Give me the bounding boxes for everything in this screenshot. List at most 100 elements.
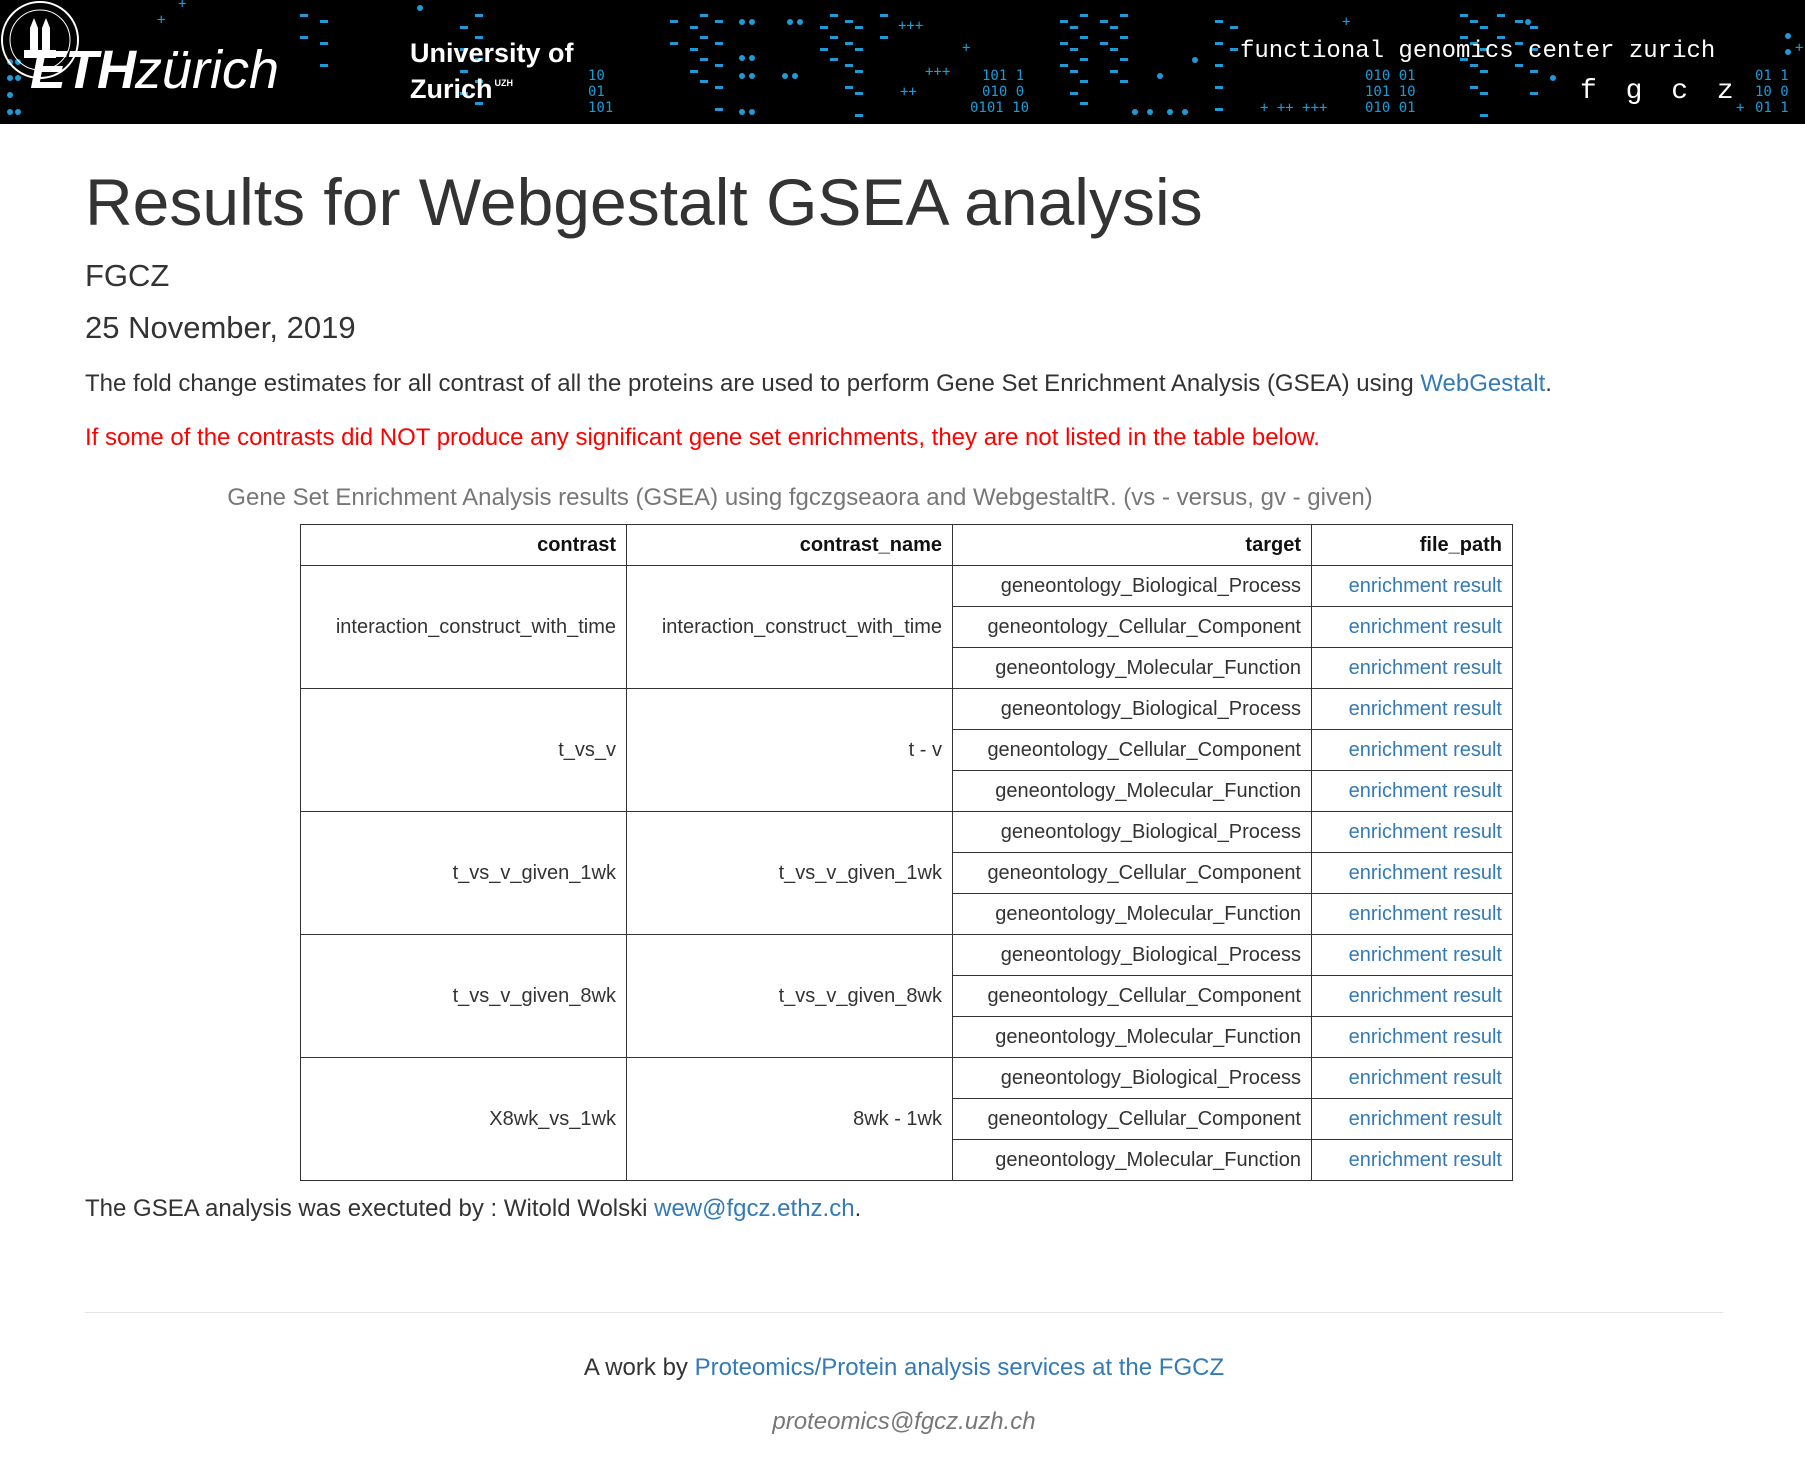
table-row: t_vs_v_given_8wk t_vs_v_given_8wk geneon…: [300, 934, 1513, 1058]
uzh-logo-text[interactable]: University of Zurich UZH: [410, 38, 574, 104]
enrichment-result-link[interactable]: enrichment result: [1311, 1016, 1513, 1058]
svg-text:+: +: [1736, 100, 1744, 116]
header-banner: 10 01 101 101 1 010 0 0101 10 010 01 101 10 010 …: [0, 0, 1805, 124]
contrast-name-cell: t - v: [626, 688, 953, 812]
svg-text:010 01: 010 01: [1365, 100, 1416, 116]
target-cell: geneontology_Cellular_Component: [952, 606, 1312, 648]
target-cell: geneontology_Biological_Process: [952, 565, 1312, 607]
enrichment-result-link[interactable]: enrichment result: [1311, 852, 1513, 894]
svg-text:+++: +++: [898, 18, 923, 34]
target-cell: geneontology_Cellular_Component: [952, 852, 1312, 894]
contrast-name-cell: interaction_construct_with_time: [626, 565, 953, 689]
target-cell: geneontology_Biological_Process: [952, 1057, 1312, 1099]
table-row: interaction_construct_with_time interact…: [300, 565, 1513, 689]
executed-by-after: .: [854, 1195, 862, 1222]
enrichment-result-link[interactable]: enrichment result: [1311, 688, 1513, 730]
target-cell: geneontology_Biological_Process: [952, 934, 1312, 976]
enrichment-result-link[interactable]: enrichment result: [1311, 1057, 1513, 1099]
table-header-row: contrast contrast_name target file_path: [300, 524, 1513, 566]
column-header-file-path: file_path: [1311, 524, 1513, 566]
enrichment-result-link[interactable]: enrichment result: [1311, 811, 1513, 853]
column-header-contrast-name: contrast_name: [626, 524, 953, 566]
svg-text:01: 01: [588, 84, 605, 100]
table-row: geneontology_Molecular_Function enrichme…: [301, 1016, 1513, 1058]
table-row: t_vs_v t - v geneontology_Biological_Pro…: [300, 688, 1513, 812]
author: FGCZ: [85, 258, 170, 293]
uzh-line-2: Zurich UZH: [410, 68, 574, 104]
intro-text: The fold change estimates for all contra…: [85, 370, 1421, 397]
results-table: contrast contrast_name target file_path …: [300, 524, 1513, 1181]
table-row: geneontology_Cellular_Component enrichme…: [301, 975, 1513, 1017]
contrast-cell: X8wk_vs_1wk: [300, 1057, 627, 1181]
target-cell: geneontology_Molecular_Function: [952, 893, 1312, 935]
svg-text:+ ++ +++: + ++ +++: [1260, 100, 1327, 116]
svg-text:01 1: 01 1: [1755, 100, 1789, 116]
svg-text:101: 101: [588, 100, 613, 116]
fgcz-full-title[interactable]: functional genomics center zurich: [1240, 38, 1716, 65]
eth-logo-light: zürich: [135, 40, 280, 100]
target-cell: geneontology_Molecular_Function: [952, 770, 1312, 812]
enrichment-result-link[interactable]: enrichment result: [1311, 770, 1513, 812]
uzh-superscript: UZH: [494, 78, 514, 88]
eth-zurich-logo[interactable]: ETHzürich: [30, 38, 279, 102]
warning-text: If some of the contrasts did NOT produce…: [85, 424, 1320, 451]
uzh-line-2-text: Zurich: [410, 74, 493, 104]
table-caption: Gene Set Enrichment Analysis results (GS…: [227, 484, 1373, 511]
page-title: Results for Webgestalt GSEA analysis: [85, 165, 1203, 239]
svg-text:0101 10: 0101 10: [970, 100, 1029, 116]
table-row: geneontology_Molecular_Function enrichme…: [301, 1139, 1513, 1181]
uzh-line-1: University of: [410, 38, 574, 68]
footer-divider: [85, 1312, 1723, 1313]
fgcz-short-title: f g c z: [1580, 76, 1740, 107]
target-cell: geneontology_Molecular_Function: [952, 1139, 1312, 1181]
intro-paragraph: The fold change estimates for all contra…: [85, 368, 1725, 400]
contrast-name-cell: t_vs_v_given_1wk: [626, 811, 953, 935]
table-row: X8wk_vs_1wk 8wk - 1wk geneontology_Biolo…: [300, 1057, 1513, 1181]
contrast-name-cell: t_vs_v_given_8wk: [626, 934, 953, 1058]
executed-by-paragraph: The GSEA analysis was exectuted by : Wit…: [85, 1193, 1725, 1225]
contrast-cell: interaction_construct_with_time: [300, 565, 627, 689]
enrichment-result-link[interactable]: enrichment result: [1311, 565, 1513, 607]
enrichment-result-link[interactable]: enrichment result: [1311, 729, 1513, 771]
enrichment-result-link[interactable]: enrichment result: [1311, 647, 1513, 689]
contrast-cell: t_vs_v: [300, 688, 627, 812]
contrast-name-cell: 8wk - 1wk: [626, 1057, 953, 1181]
svg-text:10: 10: [588, 68, 605, 84]
svg-text:+: +: [962, 40, 970, 56]
main-content: Results for Webgestalt GSEA analysis FGC…: [85, 124, 1725, 1225]
target-cell: geneontology_Cellular_Component: [952, 729, 1312, 771]
footer-credit: A work by Proteomics/Protein analysis se…: [85, 1352, 1723, 1384]
table-row: t_vs_v_given_1wk t_vs_v_given_1wk geneon…: [300, 811, 1513, 935]
report-date: 25 November, 2019: [85, 310, 356, 345]
enrichment-result-link[interactable]: enrichment result: [1311, 1098, 1513, 1140]
author-email-link[interactable]: wew@fgcz.ethz.ch: [654, 1195, 855, 1222]
contrast-cell: t_vs_v_given_8wk: [300, 934, 627, 1058]
target-cell: geneontology_Molecular_Function: [952, 647, 1312, 689]
enrichment-result-link[interactable]: enrichment result: [1311, 606, 1513, 648]
target-cell: geneontology_Molecular_Function: [952, 1016, 1312, 1058]
table-row: geneontology_Cellular_Component enrichme…: [301, 852, 1513, 894]
enrichment-result-link[interactable]: enrichment result: [1311, 1139, 1513, 1181]
table-row: geneontology_Molecular_Function enrichme…: [301, 893, 1513, 935]
enrichment-result-link[interactable]: enrichment result: [1311, 975, 1513, 1017]
webgestalt-link[interactable]: WebGestalt: [1420, 370, 1546, 397]
svg-text:010 01: 010 01: [1365, 68, 1416, 84]
proteomics-services-link[interactable]: Proteomics/Protein analysis services at …: [694, 1354, 1225, 1381]
target-cell: geneontology_Cellular_Component: [952, 1098, 1312, 1140]
enrichment-result-link[interactable]: enrichment result: [1311, 893, 1513, 935]
column-header-contrast: contrast: [300, 524, 627, 566]
svg-text:101 10: 101 10: [1365, 84, 1416, 100]
intro-after: .: [1545, 370, 1552, 397]
table-row: geneontology_Cellular_Component enrichme…: [301, 729, 1513, 771]
enrichment-result-link[interactable]: enrichment result: [1311, 934, 1513, 976]
svg-text:+: +: [178, 0, 186, 12]
uzh-seal-icon[interactable]: [0, 0, 80, 80]
svg-text:+: +: [1342, 14, 1350, 30]
target-cell: geneontology_Biological_Process: [952, 811, 1312, 853]
svg-text:010 0: 010 0: [982, 84, 1024, 100]
contrast-cell: t_vs_v_given_1wk: [300, 811, 627, 935]
executed-by-text: The GSEA analysis was exectuted by : Wit…: [85, 1195, 655, 1222]
svg-text:+++: +++: [925, 64, 950, 80]
svg-text:01 1: 01 1: [1755, 68, 1789, 84]
